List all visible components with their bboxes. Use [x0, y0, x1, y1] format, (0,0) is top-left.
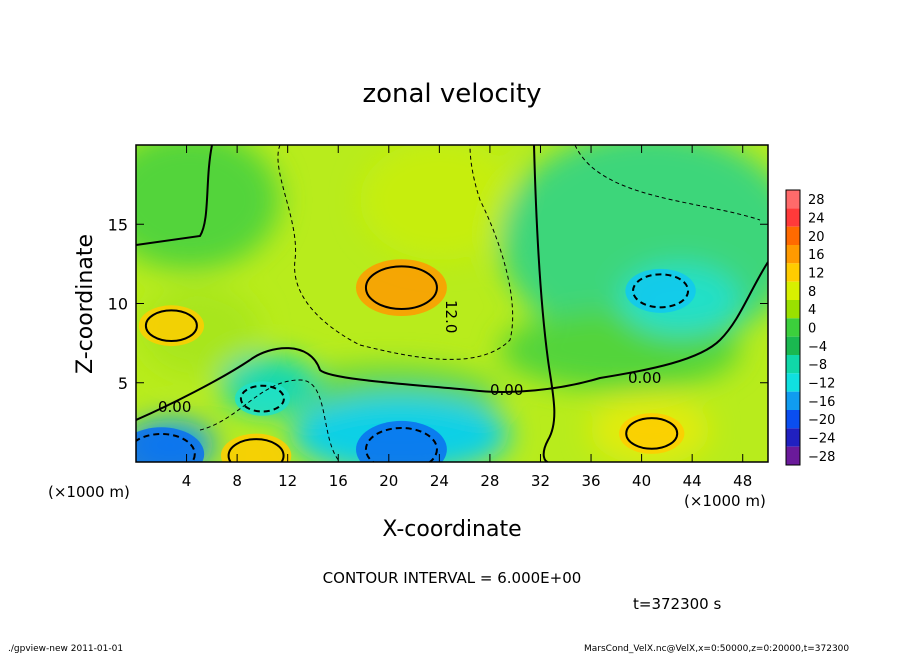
x-tick-label: 8	[232, 472, 242, 490]
y-tick-label: 5	[118, 374, 128, 393]
colorbar-swatch	[786, 446, 800, 465]
colorbar-label: −16	[808, 395, 835, 410]
y-axis-label: Z-coordinate	[73, 234, 98, 374]
minimum-blob	[625, 268, 696, 313]
maximum-blob	[619, 413, 685, 454]
x-axis-label: X-coordinate	[382, 517, 521, 542]
colorbar-label: 0	[808, 322, 816, 337]
maximum-blob	[220, 433, 292, 462]
contour-ring	[239, 384, 285, 413]
colorbar-swatch	[786, 428, 800, 447]
x-tick-label: 24	[430, 472, 449, 490]
contour-label: 0.00	[628, 369, 661, 387]
colorbar-swatch	[786, 208, 800, 227]
footer-right: MarsCond_VelX.nc@VelX,x=0:50000,z=0:2000…	[584, 644, 849, 654]
x-tick-label: 28	[480, 472, 499, 490]
colorbar-swatch	[786, 336, 800, 355]
y-tick-label: 10	[108, 295, 128, 314]
chart-title: zonal velocity	[362, 79, 541, 109]
colorbar-label: 20	[808, 230, 825, 245]
x-tick-label: 16	[329, 472, 348, 490]
maximum-blob	[138, 305, 205, 347]
colorbar-label: −24	[808, 432, 835, 447]
x-tick-label: 44	[683, 472, 702, 490]
colorbar-swatch	[786, 318, 800, 337]
contour-label: 12.0	[442, 300, 460, 333]
colorbar-swatch	[786, 190, 800, 209]
colorbar-swatch	[786, 226, 800, 245]
colorbar: 28 24 20 16 12 8 4 0 −4 −8 −12 −16 −20 −24 −28	[785, 189, 835, 466]
y-axis: 5 10 15	[108, 215, 768, 393]
y-unit-label: (×1000 m)	[684, 492, 766, 510]
minimum-blob	[136, 427, 205, 462]
x-tick-label: 36	[581, 472, 600, 490]
contour-label: 0.00	[158, 398, 191, 416]
contour-ring	[625, 417, 679, 450]
colorbar-swatch	[786, 281, 800, 300]
x-tick-label: 40	[632, 472, 651, 490]
maximum-blob	[356, 259, 447, 317]
contour-ring	[364, 265, 438, 310]
contour-features: 12.0 0.00 0.00 0.00	[136, 259, 696, 462]
contour-label: 0.00	[490, 381, 523, 399]
colorbar-label: 24	[808, 212, 825, 227]
x-tick-label: 48	[733, 472, 752, 490]
colorbar-swatch	[786, 300, 800, 319]
contour-ring	[227, 438, 285, 462]
colorbar-label: −4	[808, 340, 827, 355]
colorbar-swatch	[786, 245, 800, 264]
y-tick-label: 15	[108, 215, 128, 234]
colorbar-frame	[785, 189, 801, 466]
colorbar-swatch	[786, 373, 800, 392]
x-tick-label: 4	[182, 472, 192, 490]
minimum-blob	[234, 381, 290, 416]
contour-ring	[144, 309, 198, 342]
x-tick-label: 32	[531, 472, 550, 490]
contour-ring	[632, 273, 690, 309]
contour-ring	[136, 432, 196, 462]
x-axis: 4 8 12 16 20 24 28 32 36 40 44 48	[182, 145, 752, 490]
colorbar-label: −20	[808, 413, 835, 428]
time-label: t=372300 s	[633, 595, 721, 613]
colorbar-label: 4	[808, 303, 816, 318]
contour-interval: CONTOUR INTERVAL = 6.000E+00	[323, 569, 582, 587]
x-unit-label: (×1000 m)	[48, 483, 130, 501]
colorbar-swatch	[786, 410, 800, 429]
footer-left: ./gpview-new 2011-01-01	[8, 644, 123, 654]
colorbar-label: −12	[808, 377, 835, 392]
contour-ring	[364, 427, 438, 462]
x-tick-label: 12	[278, 472, 297, 490]
contour-lines	[136, 145, 768, 462]
colorbar-swatch	[786, 391, 800, 410]
minimum-blob	[356, 420, 447, 462]
colorbar-label: 16	[808, 248, 825, 263]
colorbar-swatch	[786, 263, 800, 282]
colorbar-label: −28	[808, 450, 835, 465]
colorbar-label: 12	[808, 267, 825, 282]
colorbar-label: 8	[808, 285, 816, 300]
colorbar-label: −8	[808, 358, 827, 373]
colorbar-label: 28	[808, 193, 825, 208]
x-tick-label: 20	[379, 472, 398, 490]
colorbar-swatch	[786, 355, 800, 374]
